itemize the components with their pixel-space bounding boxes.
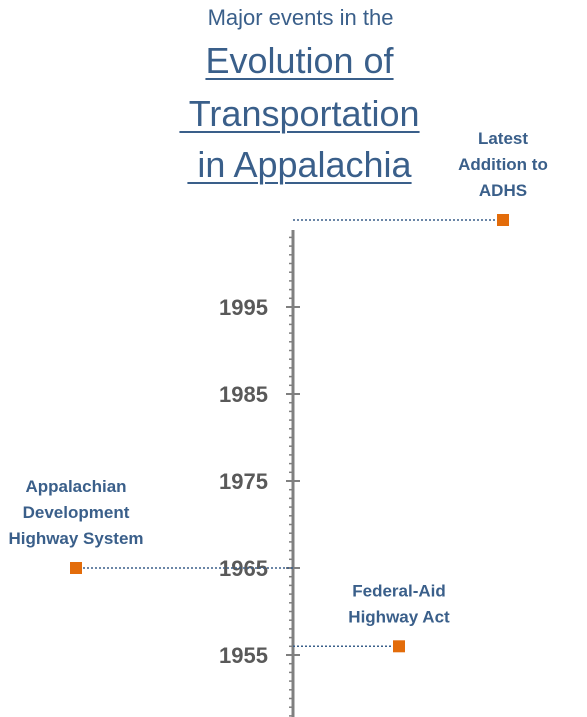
- event-label-line: Addition to: [458, 155, 548, 174]
- event-label-line: ADHS: [479, 181, 527, 200]
- event-marker: [393, 640, 405, 653]
- event-label-line: Development: [23, 503, 130, 522]
- event-label-line: Appalachian: [25, 477, 126, 496]
- event-label-line: Highway Act: [348, 607, 450, 626]
- event-label-line: Highway System: [8, 529, 143, 548]
- title-line-4: in Appalachia: [187, 144, 412, 185]
- event-marker: [70, 562, 82, 574]
- tick-label-1995: 1995: [219, 295, 268, 320]
- title-line-2: Evolution of: [205, 40, 394, 81]
- title-line-3: Transportation: [179, 93, 420, 134]
- tick-label-1985: 1985: [219, 382, 268, 407]
- event-label-line: Latest: [478, 129, 528, 148]
- tick-label-1975: 1975: [219, 469, 268, 494]
- tick-label-1955: 1955: [219, 643, 268, 668]
- title-line-1: Major events in the: [207, 5, 394, 30]
- event-marker: [497, 214, 509, 226]
- event-label-line: Federal-Aid: [352, 581, 446, 600]
